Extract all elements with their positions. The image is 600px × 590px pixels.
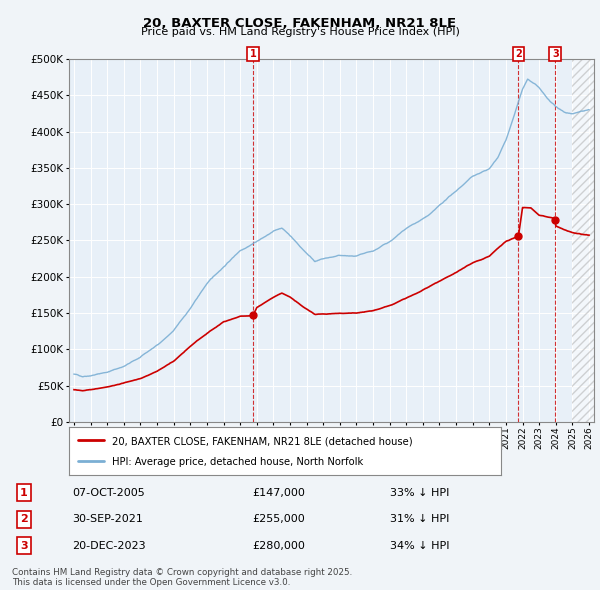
Text: Contains HM Land Registry data © Crown copyright and database right 2025.
This d: Contains HM Land Registry data © Crown c…: [12, 568, 352, 587]
Text: 2: 2: [20, 514, 28, 524]
Text: 20, BAXTER CLOSE, FAKENHAM, NR21 8LE (detached house): 20, BAXTER CLOSE, FAKENHAM, NR21 8LE (de…: [112, 436, 413, 446]
Text: 20-DEC-2023: 20-DEC-2023: [72, 540, 146, 550]
Text: 07-OCT-2005: 07-OCT-2005: [72, 488, 145, 498]
Text: 3: 3: [20, 540, 28, 550]
Text: 31% ↓ HPI: 31% ↓ HPI: [390, 514, 449, 524]
Bar: [572, 59, 594, 422]
Text: £280,000: £280,000: [252, 540, 305, 550]
Text: 3: 3: [552, 49, 559, 59]
Text: 1: 1: [20, 488, 28, 498]
Text: 33% ↓ HPI: 33% ↓ HPI: [390, 488, 449, 498]
Text: 20, BAXTER CLOSE, FAKENHAM, NR21 8LE: 20, BAXTER CLOSE, FAKENHAM, NR21 8LE: [143, 17, 457, 30]
Text: 34% ↓ HPI: 34% ↓ HPI: [390, 540, 449, 550]
Text: 2: 2: [515, 49, 522, 59]
Text: 1: 1: [250, 49, 256, 59]
Text: Price paid vs. HM Land Registry's House Price Index (HPI): Price paid vs. HM Land Registry's House …: [140, 27, 460, 37]
Text: HPI: Average price, detached house, North Norfolk: HPI: Average price, detached house, Nort…: [112, 457, 364, 467]
Text: £147,000: £147,000: [252, 488, 305, 498]
Text: 30-SEP-2021: 30-SEP-2021: [72, 514, 143, 524]
Text: £255,000: £255,000: [252, 514, 305, 524]
